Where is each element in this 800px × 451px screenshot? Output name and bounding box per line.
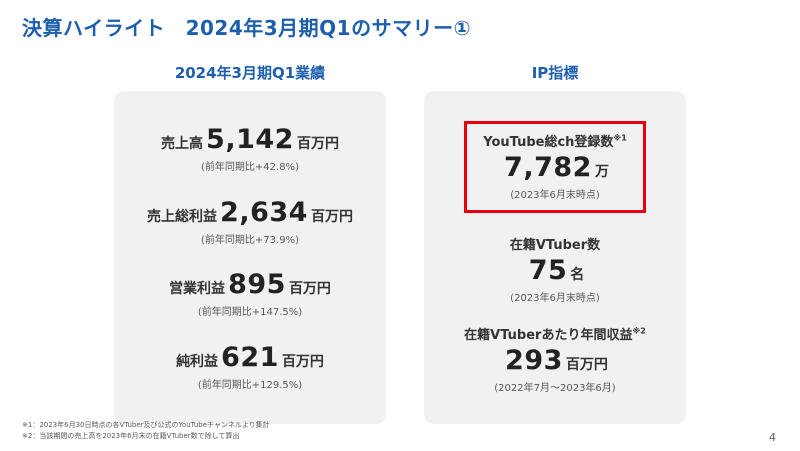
footnotes: ※1：2023年6月30日時点の各VTuber及び公式のYouTubeチャンネル… [22,420,270,442]
metric-net-sales-row: 売上高 5,142 百万円 [161,124,339,155]
metric-unit: 百万円 [296,136,339,153]
metric-value: 293 [505,344,563,376]
q1-results-card: 売上高 5,142 百万円 (前年同期比+42.8%) 売上総利益 2,634 百万円 … [114,91,386,424]
metric-value: 621 [221,341,279,373]
metric-label: 営業利益 [169,281,226,298]
metric-label-text: 在籍VTuber数 [509,237,601,253]
metric-gross-profit: 売上総利益 2,634 百万円 (前年同期比+73.9%) [147,197,353,246]
metric-label: 売上総利益 [147,208,218,225]
metric-value: 75 [528,254,568,286]
metric-annual-revenue-value-row: 293 百万円 [464,345,646,376]
metric-operating-profit-row: 営業利益 895 百万円 [169,269,331,300]
metric-label: 純利益 [176,353,219,370]
content-columns: 2024年3月期Q1業績 売上高 5,142 百万円 (前年同期比+42.8%) 売… [0,62,800,424]
q1-results-header: 2024年3月期Q1業績 [174,64,326,82]
metric-label: YouTube総ch登録数※1 [483,131,627,150]
metric-unit: 百万円 [288,281,331,298]
metric-label: 在籍VTuber数 [510,234,600,253]
metric-label-text: 在籍VTuberあたり年間収益 [464,327,633,343]
metric-vtuber-count: 在籍VTuber数 75 名 (2023年6月末時点) [510,234,600,304]
ip-metrics-header: IP指標 [531,64,579,82]
page-number: 4 [769,431,776,444]
metric-youtube-subscribers-value-row: 7,782 万 [483,152,627,183]
footnote-2: ※2：当該期間の売上高を2023年6月末の在籍VTuber数で除して算出 [22,431,240,440]
metric-gross-profit-row: 売上総利益 2,634 百万円 [147,197,353,228]
metric-annual-revenue-per-vtuber: 在籍VTuberあたり年間収益※2 293 百万円 (2022年7月～2023年6… [464,324,646,394]
metric-note: (2022年7月～2023年6月) [494,382,616,394]
metric-value: 7,782 [504,152,592,184]
ip-metrics-card: YouTube総ch登録数※1 7,782 万 (2023年6月末時点) 在籍VT… [424,91,686,424]
metric-label-footnote-ref: ※2 [632,326,646,336]
q1-results-section: 2024年3月期Q1業績 売上高 5,142 百万円 (前年同期比+42.8%) 売… [114,62,386,424]
metric-note: (前年同期比+42.8%) [201,162,299,174]
metric-note: (2023年6月末時点) [510,190,600,202]
metric-label-footnote-ref: ※1 [613,133,627,143]
metric-unit: 百万円 [565,356,608,373]
metric-label: 売上高 [161,136,204,153]
metric-operating-profit: 営業利益 895 百万円 (前年同期比+147.5%) [169,269,331,318]
metric-youtube-subscribers-highlighted: YouTube総ch登録数※1 7,782 万 (2023年6月末時点) [464,121,646,214]
metric-label-text: YouTube総ch登録数 [483,135,614,151]
metric-unit: 百万円 [310,208,353,225]
metric-value: 5,142 [206,124,294,156]
metric-unit: 万 [594,164,609,181]
metric-note: (前年同期比+147.5%) [197,307,303,319]
metric-note: (前年同期比+129.5%) [197,379,303,391]
metric-value: 2,634 [220,196,308,228]
metric-unit: 名 [570,266,585,283]
metric-note: (2023年6月末時点) [510,292,600,304]
metric-net-profit: 純利益 621 百万円 (前年同期比+129.5%) [176,342,324,391]
metric-vtuber-count-value-row: 75 名 [510,255,600,286]
metric-unit: 百万円 [281,353,324,370]
metric-net-profit-row: 純利益 621 百万円 [176,342,324,373]
footnote-1: ※1：2023年6月30日時点の各VTuber及び公式のYouTubeチャンネル… [22,420,270,429]
metric-net-sales: 売上高 5,142 百万円 (前年同期比+42.8%) [161,124,339,173]
ip-metrics-section: IP指標 YouTube総ch登録数※1 7,782 万 (2023年6月末時点)… [424,62,686,424]
metric-note: (前年同期比+73.9%) [201,234,299,246]
metric-label: 在籍VTuberあたり年間収益※2 [464,324,646,343]
metric-value: 895 [228,269,286,301]
page-title: 決算ハイライト 2024年3月期Q1のサマリー① [22,16,472,40]
